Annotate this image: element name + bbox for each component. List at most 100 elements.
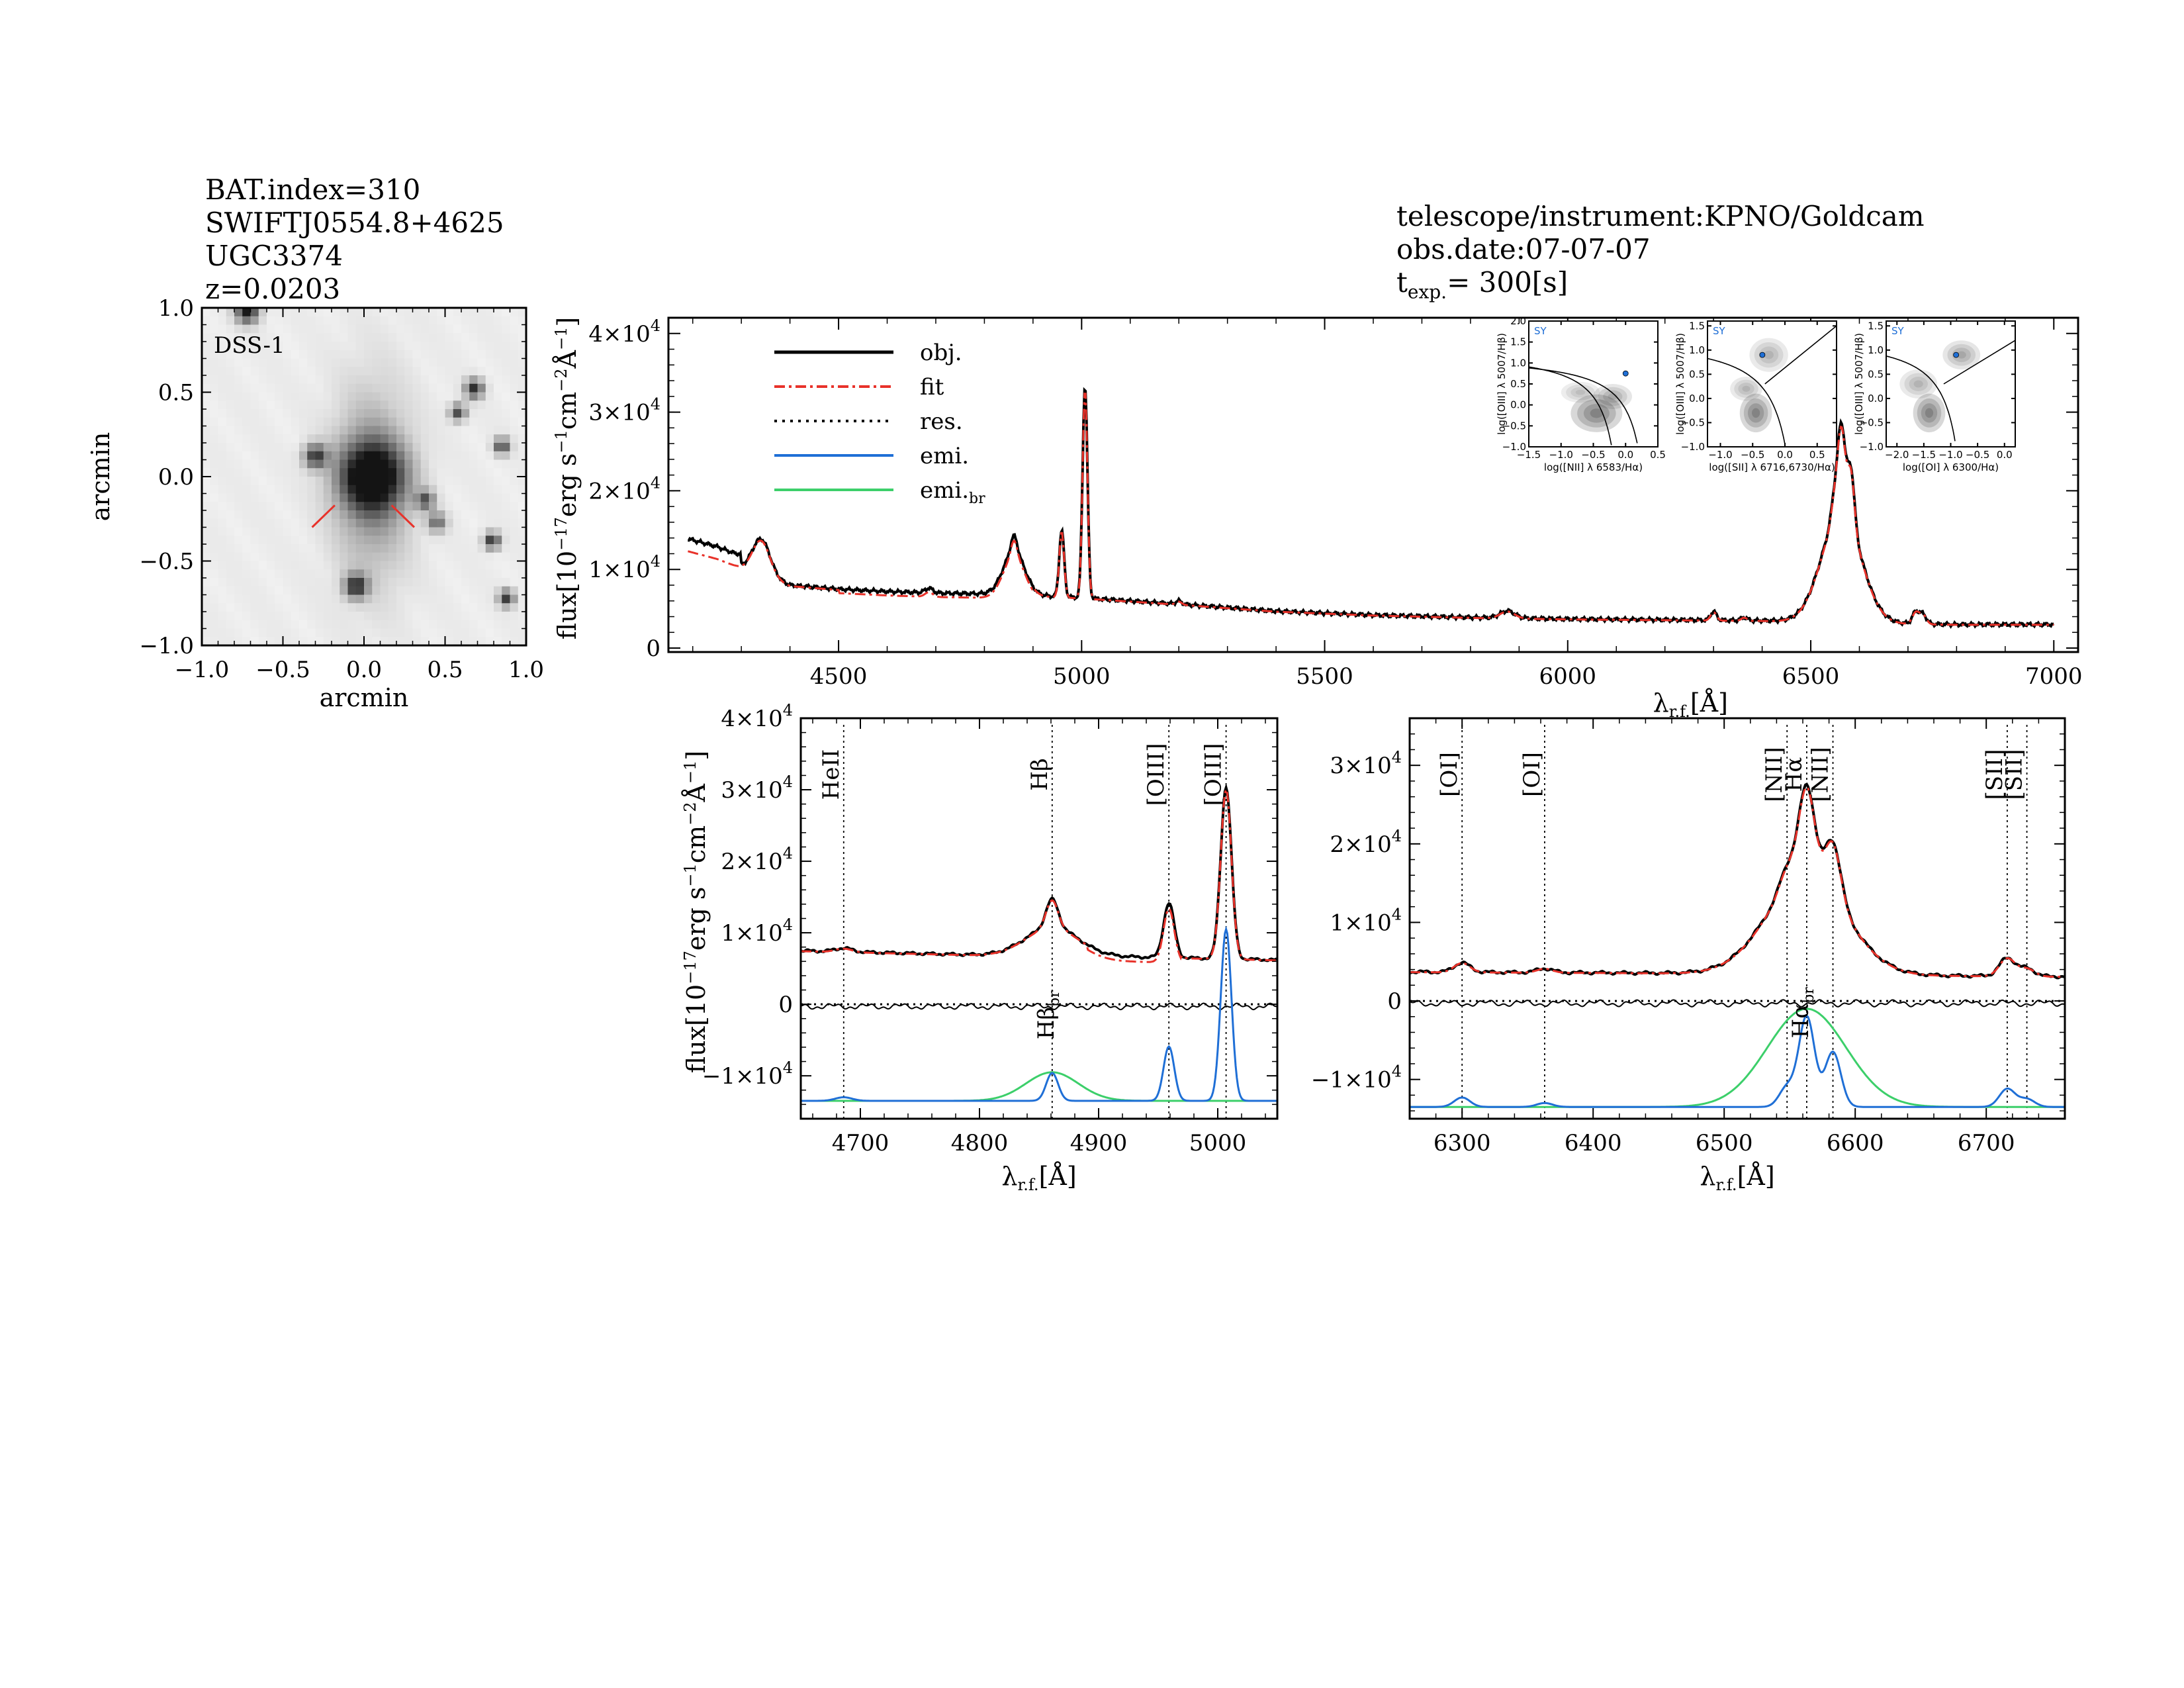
dss-pixel (250, 620, 259, 630)
dss-pixel (420, 324, 430, 334)
line-marker-label: Hβ (1026, 758, 1053, 790)
dss-pixel (437, 603, 446, 612)
dss-pixel (258, 316, 267, 326)
dss-pixel (242, 586, 251, 596)
dss-pixel (267, 477, 275, 486)
y-tick-label: 0.5 (1510, 378, 1526, 390)
dss-pixel (445, 400, 454, 410)
dss-pixel (347, 426, 357, 435)
dss-pixel (518, 612, 527, 621)
dss-pixel (469, 552, 478, 562)
dss-pixel (461, 434, 470, 444)
dss-pixel (502, 612, 511, 621)
density-contour (1917, 398, 1942, 428)
dss-pixel (267, 637, 275, 646)
dss-pixel (226, 612, 235, 621)
dss-pixel (332, 451, 340, 461)
dss-pixel (380, 417, 389, 427)
dss-pixel (437, 443, 446, 452)
dss-pixel (380, 510, 389, 520)
dss-pixel (307, 552, 316, 562)
dss-pixel (380, 316, 389, 326)
dss-pixel (234, 620, 243, 630)
dss-pixel (453, 518, 462, 528)
dss-pixel (210, 308, 219, 317)
dss-pixel (396, 544, 405, 553)
dss-pixel (412, 358, 422, 367)
dss-pixel (388, 375, 397, 385)
dss-pixel (469, 628, 478, 637)
dss-pixel (307, 628, 316, 637)
dss-pixel (518, 375, 527, 385)
dss-pixel (291, 477, 300, 486)
dss-pixel (275, 569, 284, 579)
narrow-emission-line (801, 925, 1277, 1102)
dss-pixel (494, 333, 502, 342)
dss-pixel (275, 333, 284, 342)
dss-pixel (437, 485, 446, 494)
dss-pixel (388, 552, 397, 562)
dss-pixel (340, 493, 349, 502)
dss-pixel (388, 536, 397, 545)
dss-pixel (307, 342, 316, 351)
dss-pixel (396, 536, 405, 545)
dss-pixel (291, 426, 300, 435)
dss-pixel (477, 308, 486, 317)
y-tick-label: 3×104 (1330, 748, 1402, 779)
y-tick-label: 1×104 (721, 915, 793, 947)
dss-pixel (275, 443, 284, 452)
dss-pixel (226, 392, 235, 401)
dss-pixel (420, 586, 430, 596)
dss-pixel (412, 569, 422, 579)
tick-exponent: 4 (783, 1058, 793, 1077)
dss-pixel (267, 358, 275, 367)
dss-pixel (404, 561, 414, 570)
tick-base: 1×10 (1330, 910, 1391, 936)
dss-pixel (250, 477, 259, 486)
dss-pixel (202, 552, 210, 562)
dss-pixel (412, 578, 422, 587)
dss-pixel (469, 451, 478, 461)
dss-pixel (210, 375, 219, 385)
dss-pixel (347, 561, 357, 570)
x-tick-label: 5000 (1189, 1130, 1247, 1156)
dss-pixel (502, 342, 511, 351)
dss-pixel (340, 417, 349, 427)
dss-pixel (429, 620, 437, 630)
fit-line (800, 785, 1277, 963)
dss-pixel (364, 628, 373, 637)
dss-pixel (355, 637, 365, 646)
dss-pixel (372, 459, 381, 469)
dss-pixel (218, 552, 227, 562)
dss-pixel (518, 477, 527, 486)
dss-pixel (388, 569, 397, 579)
dss-pixel (429, 459, 437, 469)
dss-pixel (250, 342, 259, 351)
dss-pixel (404, 536, 414, 545)
dss-pixel (429, 477, 437, 486)
dss-pixel (396, 392, 405, 401)
dss-pixel (291, 308, 300, 317)
dss-pixel (210, 426, 219, 435)
dss-pixel (372, 536, 381, 545)
dss-pixel (226, 400, 235, 410)
dss-pixel (469, 510, 478, 520)
dss-pixel (429, 350, 437, 359)
dss-pixel (299, 637, 308, 646)
dss-pixel (307, 324, 316, 334)
dss-pixel (267, 468, 275, 477)
dss-pixel (420, 527, 430, 536)
dss-pixel (307, 620, 316, 630)
dss-pixel (485, 400, 494, 410)
dss-pixel (502, 333, 511, 342)
dss-pixel (510, 477, 519, 486)
dss-pixel (372, 409, 381, 418)
dss-pixel (437, 502, 446, 511)
dss-pixel (258, 493, 267, 502)
dss-pixel (396, 443, 405, 452)
dss-pixel (307, 477, 316, 486)
dss-pixel (299, 485, 308, 494)
dss-pixel (218, 569, 227, 579)
spectrum-xlabel: λr.f.[Å] (1653, 688, 1728, 721)
dss-pixel (347, 459, 357, 469)
